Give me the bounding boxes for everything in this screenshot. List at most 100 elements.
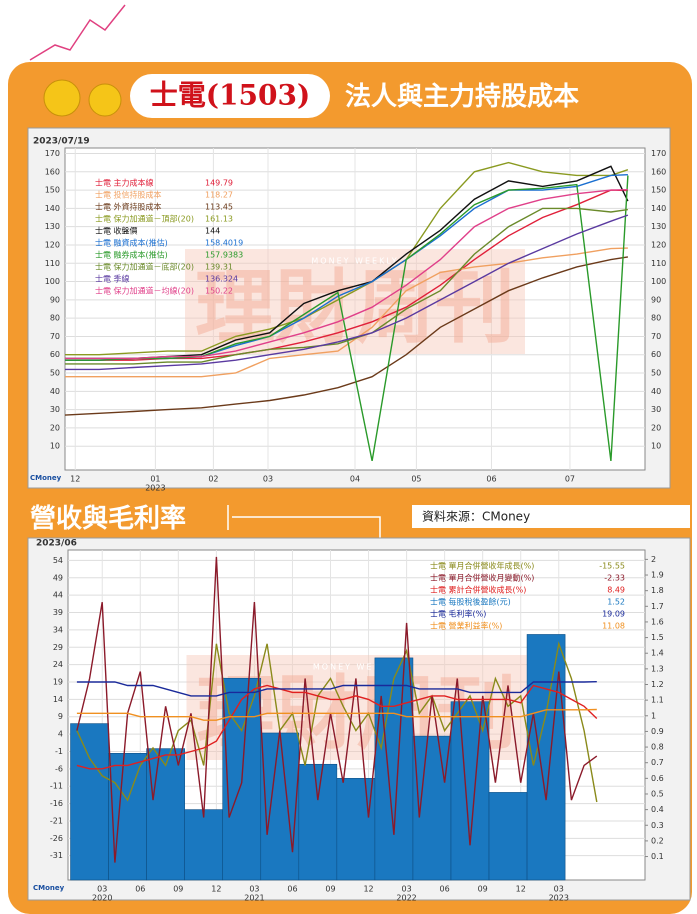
x-tick-label: 12 <box>516 885 526 894</box>
y-tick-label: 160 <box>45 167 60 176</box>
y2-tick-label: 140 <box>651 204 666 213</box>
legend-value: 157.9383 <box>205 251 243 260</box>
y-tick-label: -26 <box>50 834 63 843</box>
y2-tick-label: 0.8 <box>651 743 664 752</box>
bar <box>70 723 109 881</box>
y2-tick-label: 60 <box>651 350 661 359</box>
x-tick-label: 12 <box>70 475 80 484</box>
legend-label: 士電 主力成本線 <box>95 178 154 188</box>
y2-tick-label: 90 <box>651 295 661 304</box>
x-tick-label: 07 <box>565 475 575 484</box>
y-tick-label: -16 <box>50 799 63 808</box>
legend-value: 1.52 <box>607 598 625 607</box>
series-line <box>65 175 629 462</box>
x-tick-label: 09 <box>478 885 488 894</box>
y-tick-label: 29 <box>53 643 63 652</box>
y-tick-label: 80 <box>50 314 60 323</box>
x-tick-label: 05 <box>411 475 421 484</box>
y-tick-label: 170 <box>45 149 60 158</box>
y2-tick-label: 100 <box>651 277 666 286</box>
y-tick-label: 70 <box>50 332 60 341</box>
bar <box>374 657 414 881</box>
legend-label: 士電 毛利率(%) <box>430 609 486 619</box>
watermark-bg <box>185 249 525 354</box>
y-tick-label: 44 <box>53 591 63 600</box>
y2-tick-label: 2 <box>651 555 656 564</box>
x-tick-label: 03 <box>97 885 107 894</box>
bar <box>336 778 376 881</box>
deco-line <box>29 4 126 61</box>
year-label: 2023 <box>145 484 165 493</box>
x-tick-label: 12 <box>211 885 221 894</box>
y-tick-label: 130 <box>45 222 60 231</box>
y2-tick-label: 0.3 <box>651 821 664 830</box>
y2-tick-label: 1.8 <box>651 586 664 595</box>
y-tick-label: 40 <box>50 387 60 396</box>
y2-tick-label: 1.1 <box>651 696 664 705</box>
series-line <box>65 207 628 365</box>
y2-tick-label: 1.3 <box>651 664 664 673</box>
y-tick-label: 19 <box>53 678 63 687</box>
deco-line <box>232 516 381 540</box>
legend-label: 士電 融資成本(推估) <box>95 238 168 248</box>
date-label: 2023/06 <box>36 539 77 549</box>
x-tick-label: 04 <box>350 475 360 484</box>
x-tick-label: 06 <box>287 885 297 894</box>
bar <box>488 792 528 881</box>
legend-value: 158.4019 <box>205 239 243 248</box>
series-line <box>65 161 629 356</box>
legend-label: 士電 保力加通道－均線(20) <box>95 286 194 296</box>
y2-tick-label: 150 <box>651 186 666 195</box>
y2-tick-label: 1.4 <box>651 649 664 658</box>
y2-tick-label: 170 <box>651 149 666 158</box>
x-tick-label: 03 <box>263 475 273 484</box>
legend-value: 11.08 <box>602 622 625 631</box>
x-tick-label: 06 <box>440 885 450 894</box>
y2-tick-label: 120 <box>651 240 666 249</box>
y-tick-label: -6 <box>55 764 63 773</box>
y-tick-label: 90 <box>50 295 60 304</box>
legend-label: 士電 季線 <box>95 274 130 284</box>
y2-tick-label: 1.9 <box>651 571 664 580</box>
x-tick-label: 06 <box>135 885 145 894</box>
logo: CMoney <box>30 474 62 482</box>
legend-value: 149.79 <box>205 179 233 188</box>
y-tick-label: -1 <box>55 747 63 756</box>
legend-label: 士電 外資持股成本 <box>95 202 162 212</box>
y-tick-label: 4 <box>58 730 63 739</box>
watermark-en: MONEY WEEKLY <box>311 257 398 266</box>
legend-value: -2.33 <box>604 574 625 583</box>
series-line <box>76 556 598 863</box>
y2-tick-label: 0.7 <box>651 758 664 767</box>
x-tick-label: 09 <box>173 885 183 894</box>
y2-tick-label: 1.7 <box>651 602 664 611</box>
year-label: 2020 <box>92 894 112 903</box>
stock-name: 士電(1503) <box>150 79 310 112</box>
x-tick-label: 03 <box>249 885 259 894</box>
x-tick-label: 03 <box>554 885 564 894</box>
y-tick-label: 100 <box>45 277 60 286</box>
y-tick-label: -31 <box>50 851 63 860</box>
x-tick-label: 06 <box>486 475 496 484</box>
year-label: 2021 <box>244 894 264 903</box>
logo: CMoney <box>33 884 65 892</box>
date-label: 2023/07/19 <box>33 137 90 147</box>
source-box <box>412 505 690 528</box>
bar <box>146 748 185 881</box>
y2-tick-label: 160 <box>651 167 666 176</box>
y2-tick-label: 0.1 <box>651 852 664 861</box>
series-line <box>76 684 598 770</box>
year-label: 2023 <box>549 894 569 903</box>
stock-badge <box>130 74 330 118</box>
series-line <box>65 247 628 378</box>
legend-label: 士電 融券成本(推估) <box>95 250 168 260</box>
legend-value: 8.49 <box>607 586 625 595</box>
y2-tick-label: 20 <box>651 423 661 432</box>
x-tick-label: 09 <box>325 885 335 894</box>
y-tick-label: 120 <box>45 240 60 249</box>
legend-value: 144 <box>205 227 220 236</box>
y-tick-label: 34 <box>53 625 63 634</box>
y-tick-label: 140 <box>45 204 60 213</box>
bar <box>298 763 338 881</box>
series-line <box>76 708 597 721</box>
